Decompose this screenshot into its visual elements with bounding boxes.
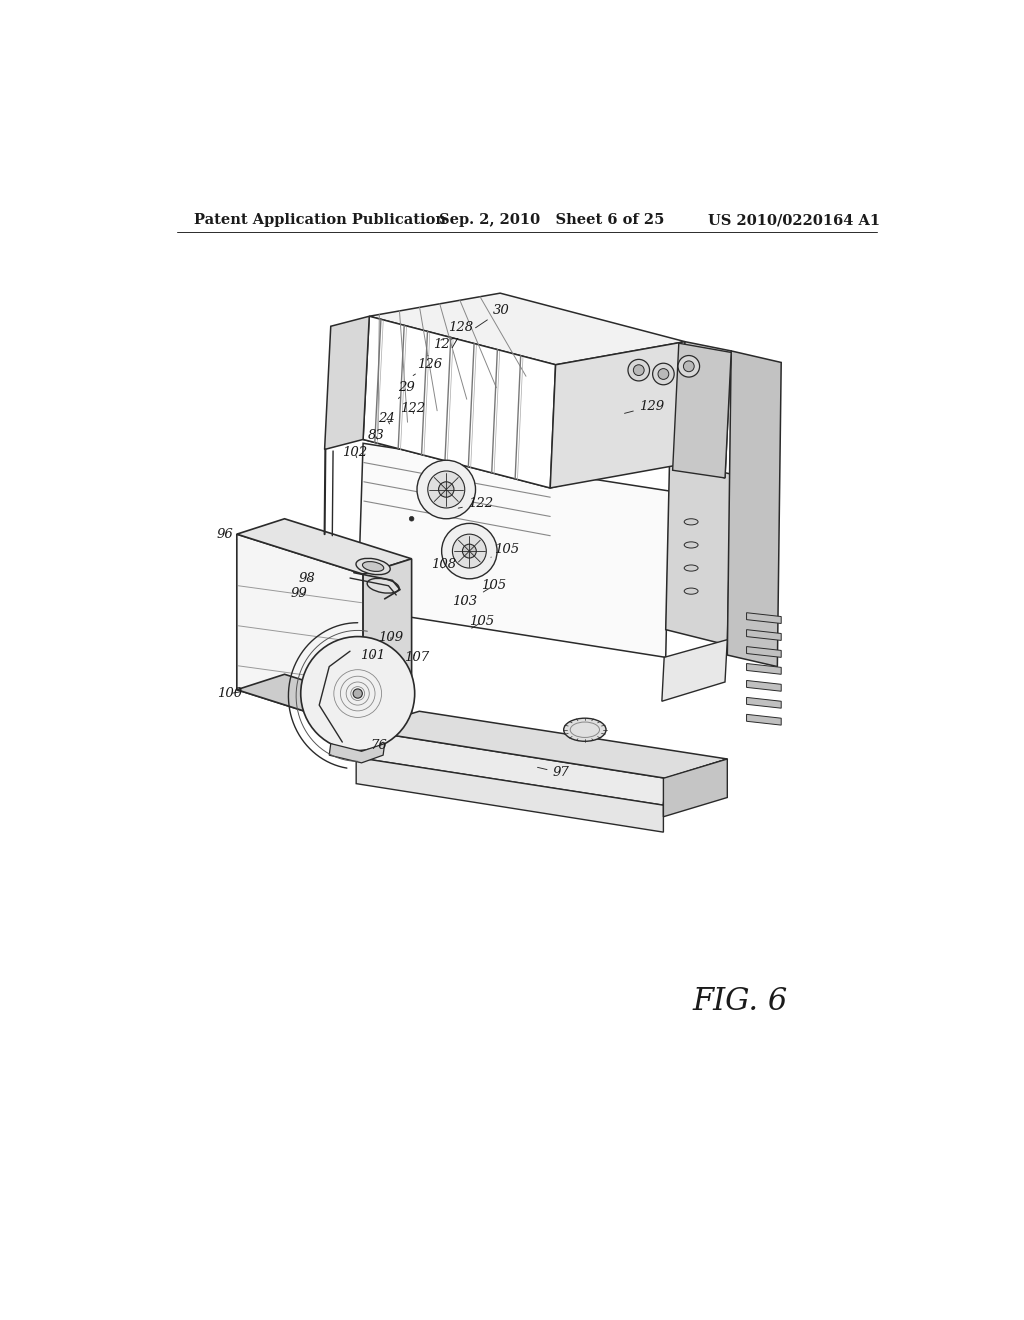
Polygon shape — [370, 293, 685, 364]
Ellipse shape — [563, 718, 606, 742]
Polygon shape — [664, 759, 727, 817]
Text: 107: 107 — [403, 651, 429, 664]
Polygon shape — [237, 519, 412, 574]
Text: 96: 96 — [217, 528, 237, 541]
Polygon shape — [330, 743, 385, 763]
Polygon shape — [364, 411, 670, 488]
Polygon shape — [662, 640, 727, 701]
Text: US 2010/0220164 A1: US 2010/0220164 A1 — [708, 213, 881, 227]
Text: 126: 126 — [413, 358, 442, 376]
Polygon shape — [364, 558, 412, 730]
Polygon shape — [679, 342, 731, 478]
Circle shape — [441, 524, 497, 579]
Text: 105: 105 — [481, 579, 506, 593]
Ellipse shape — [368, 578, 399, 593]
Circle shape — [428, 471, 465, 508]
Text: 122: 122 — [458, 496, 493, 510]
Text: 105: 105 — [469, 615, 495, 628]
Circle shape — [634, 364, 644, 376]
Text: 122: 122 — [400, 403, 425, 416]
Ellipse shape — [356, 558, 390, 574]
Circle shape — [628, 359, 649, 381]
Ellipse shape — [684, 519, 698, 525]
Ellipse shape — [684, 541, 698, 548]
Text: 98: 98 — [298, 572, 315, 585]
Text: 102: 102 — [342, 446, 368, 459]
Circle shape — [658, 368, 669, 379]
Polygon shape — [746, 664, 781, 675]
Ellipse shape — [353, 689, 362, 698]
Text: 76: 76 — [371, 739, 387, 751]
Text: Patent Application Publication: Patent Application Publication — [194, 213, 445, 227]
Ellipse shape — [684, 589, 698, 594]
Text: 108: 108 — [431, 558, 456, 572]
Circle shape — [652, 363, 674, 385]
Text: 103: 103 — [453, 594, 477, 607]
Polygon shape — [673, 343, 731, 478]
Ellipse shape — [301, 636, 415, 751]
Text: 129: 129 — [625, 400, 664, 413]
Polygon shape — [325, 317, 370, 449]
Text: 29: 29 — [397, 381, 415, 399]
Text: Sep. 2, 2010   Sheet 6 of 25: Sep. 2, 2010 Sheet 6 of 25 — [438, 213, 664, 227]
Text: 105: 105 — [490, 543, 519, 557]
Text: 127: 127 — [428, 338, 459, 355]
Text: 99: 99 — [291, 587, 307, 601]
Polygon shape — [746, 697, 781, 708]
Text: FIG. 6: FIG. 6 — [692, 986, 787, 1016]
Polygon shape — [237, 535, 364, 730]
Polygon shape — [666, 461, 731, 645]
Circle shape — [417, 461, 475, 519]
Polygon shape — [727, 351, 781, 667]
Ellipse shape — [362, 561, 384, 572]
Polygon shape — [746, 681, 781, 692]
Text: 97: 97 — [538, 767, 569, 779]
Polygon shape — [357, 711, 727, 779]
Text: 83: 83 — [368, 429, 384, 442]
Polygon shape — [364, 317, 556, 488]
Ellipse shape — [684, 565, 698, 572]
Circle shape — [678, 355, 699, 378]
Polygon shape — [746, 630, 781, 640]
Circle shape — [410, 516, 414, 521]
Text: 24: 24 — [379, 412, 395, 425]
Circle shape — [438, 482, 454, 498]
Text: 100: 100 — [217, 686, 242, 700]
Polygon shape — [664, 759, 727, 805]
Polygon shape — [746, 714, 781, 725]
Circle shape — [683, 360, 694, 372]
Polygon shape — [357, 444, 670, 657]
Polygon shape — [746, 612, 781, 623]
Text: 30: 30 — [475, 305, 509, 327]
Polygon shape — [746, 647, 781, 657]
Circle shape — [453, 535, 486, 568]
Text: 128: 128 — [441, 321, 473, 341]
Circle shape — [463, 544, 476, 558]
Polygon shape — [237, 675, 412, 730]
Text: 101: 101 — [360, 648, 385, 661]
Polygon shape — [356, 730, 666, 805]
Polygon shape — [550, 342, 685, 488]
Polygon shape — [356, 758, 664, 832]
Text: 109: 109 — [379, 631, 403, 644]
